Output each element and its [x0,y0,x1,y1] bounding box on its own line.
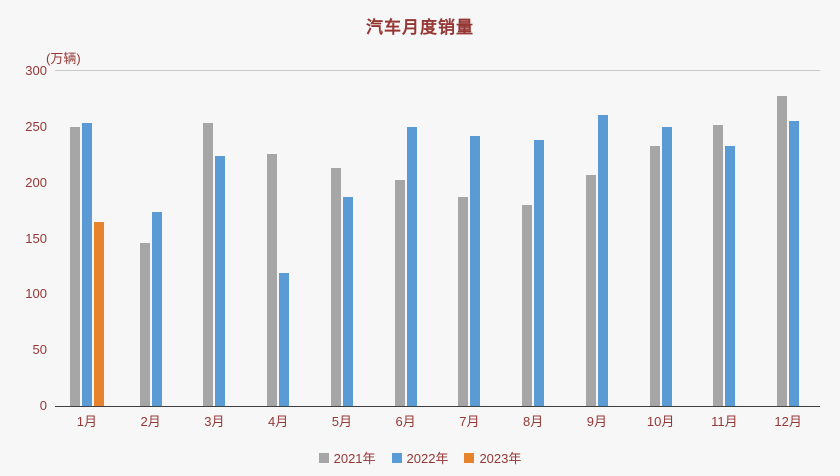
bar-2022年-5月 [342,197,353,406]
y-tick-label: 50 [32,342,47,358]
bar-group-4月 [246,71,310,406]
bar-group-7月 [438,71,502,406]
bar-2022年-11月 [725,145,736,406]
bar-group-6月 [374,71,438,406]
bar-2023年-1月 [93,221,104,406]
x-axis-label-1月: 1月 [76,414,97,429]
legend-swatch-icon [391,452,402,463]
legend-item-2022年: 2022年 [391,448,449,467]
x-axis-label-2月: 2月 [140,414,161,429]
bar-group-10月 [629,71,693,406]
bar-2022年-12月 [789,121,800,406]
y-tick-label: 200 [25,174,47,190]
bar-2022年-6月 [406,126,417,406]
x-axis-label-7月: 7月 [459,414,480,429]
x-axis-label-12月: 12月 [774,414,802,429]
x-axis-label-3月: 3月 [204,414,225,429]
x-axis-label-6月: 6月 [395,414,416,429]
bar-group-11月 [693,71,757,406]
bar-group-1月 [55,71,119,406]
legend-item-2021年: 2021年 [318,448,376,467]
legend: 2021年 2022年 2023年 [0,448,840,467]
bar-2021年-7月 [458,197,469,406]
plot-area: 0 50 100 150 200 250 300 [25,63,820,413]
y-tick-label: 250 [25,118,47,134]
bar-2021年-1月 [69,126,80,406]
legend-label: 2021年 [333,451,376,466]
bar-2022年-1月 [81,123,92,406]
legend-item-2023年: 2023年 [464,448,521,467]
bar-2021年-2月 [139,242,150,406]
bar-group-8月 [501,71,565,406]
bar-2022年-9月 [597,114,608,406]
x-axis-label-10月: 10月 [646,414,675,429]
bar-2022年-4月 [279,273,290,406]
bar-group-9月 [565,71,629,406]
x-axis-labels: 1月 2月 3月 4月 5月 6月 7月 8月 9月 10月 11月 12月 [55,411,820,430]
y-tick-label: 300 [25,63,47,78]
bar-group-3月 [183,71,247,406]
bars-container [55,71,820,406]
y-tick-label: 100 [25,286,47,302]
x-axis-label-8月: 8月 [523,414,544,429]
y-axis-unit-label: (万辆) [46,51,81,66]
bar-2022年-7月 [470,135,481,406]
x-axis-label-5月: 5月 [331,414,352,429]
bar-2022年-2月 [151,211,162,406]
bar-2021年-4月 [267,153,278,406]
y-tick-label: 0 [39,398,47,413]
bar-group-2月 [119,71,183,406]
bar-2022年-3月 [215,155,226,406]
bar-2021年-8月 [522,205,533,406]
bar-group-5月 [310,71,374,406]
y-tick-label: 150 [25,230,47,246]
bar-2021年-10月 [649,145,660,406]
bar-group-12月 [756,71,820,406]
chart-title: 汽车月度销量 [366,18,474,37]
x-axis-label-11月: 11月 [711,414,738,429]
legend-label: 2022年 [406,451,449,466]
x-axis-label-9月: 9月 [586,414,607,429]
bar-2021年-3月 [203,123,214,406]
x-axis-label-4月: 4月 [268,414,289,429]
legend-swatch-icon [464,452,475,463]
bar-2021年-11月 [713,124,724,406]
bar-2021年-6月 [394,180,405,406]
bar-2022年-8月 [534,140,545,406]
bar-2021年-12月 [777,95,788,406]
legend-swatch-icon [318,452,329,463]
legend-label: 2023年 [479,451,522,466]
bar-2021年-9月 [585,174,596,406]
bar-2022年-10月 [661,126,672,406]
bar-2021年-5月 [330,168,341,406]
